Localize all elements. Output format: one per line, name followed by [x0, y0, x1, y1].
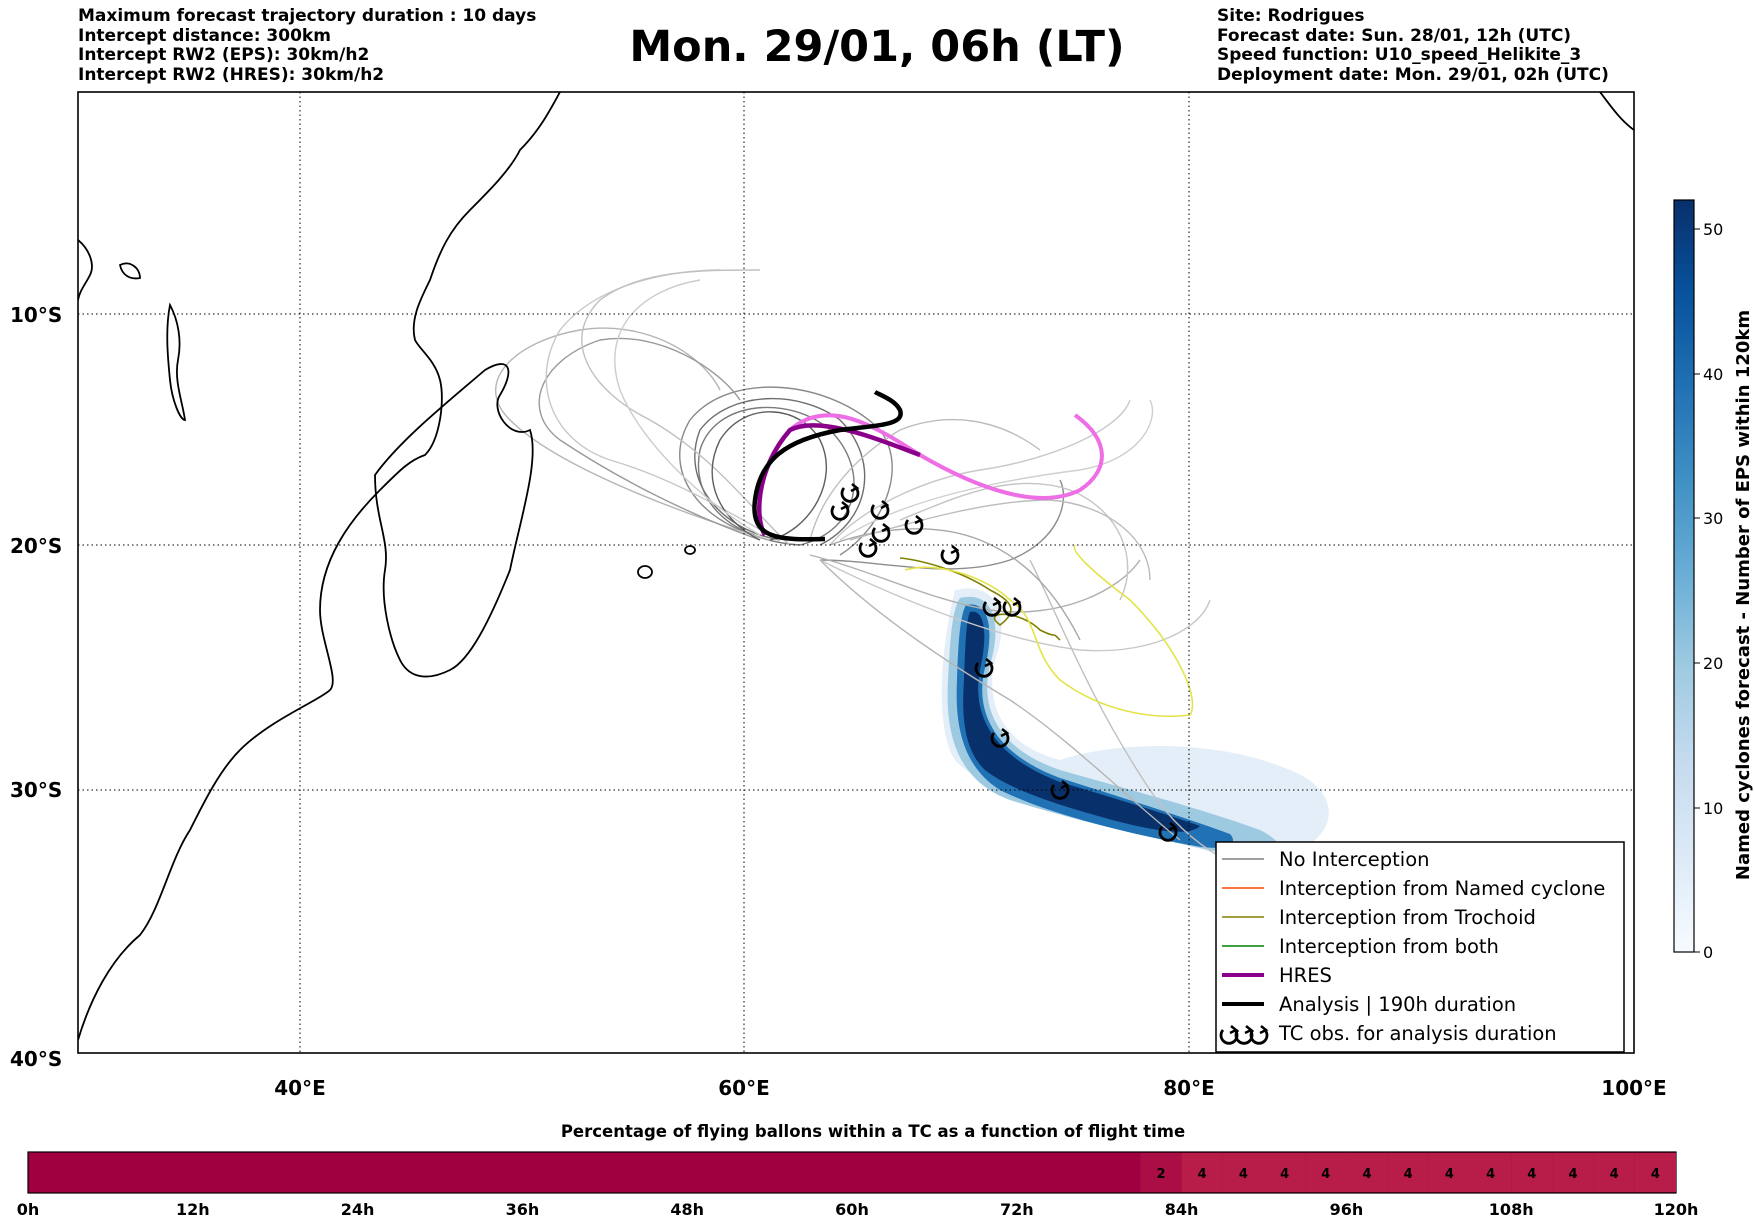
colorbar-label: Named cyclones forecast - Number of EPS … [1733, 310, 1754, 880]
time-bar-tick: 120h [1654, 1200, 1699, 1219]
header-right-line: Forecast date: Sun. 28/01, 12h (UTC) [1217, 25, 1572, 46]
time-bar-cell [1552, 1153, 1594, 1192]
header-left-line: Intercept distance: 300km [78, 25, 331, 46]
lat-label: 40°S [10, 1047, 62, 1071]
time-bar-cell [1181, 1153, 1223, 1192]
legend-label-tc-obs: TC obs. for analysis duration [1278, 1022, 1557, 1045]
time-bar-cell [1387, 1153, 1429, 1192]
time-bar-cell-value: 4 [1198, 1167, 1207, 1182]
density-colorbar: 0 10 20 30 40 50 Named cyclones forecast… [1673, 199, 1754, 962]
time-bar-cell [1222, 1153, 1264, 1192]
header-left-info: Maximum forecast trajectory duration : 1… [78, 6, 537, 85]
legend-label-hres: HRES [1279, 964, 1332, 987]
legend-label-both: Interception from both [1279, 935, 1499, 958]
lon-label: 80°E [1163, 1076, 1215, 1100]
time-bar-cell [1593, 1153, 1635, 1192]
time-bar-tick: 72h [1000, 1200, 1034, 1219]
time-bar-cell [1140, 1153, 1182, 1192]
colorbar-tick: 50 [1703, 220, 1723, 239]
time-bar-tick: 84h [1165, 1200, 1199, 1219]
time-bar-cell-value: 4 [1321, 1167, 1330, 1182]
map-tick-labels: 10°S 20°S 30°S 40°S 40°E 60°E 80°E 100°E [10, 303, 1667, 1100]
header-left-line: Intercept RW2 (EPS): 30km/h2 [78, 45, 370, 65]
time-bar-cell [1470, 1153, 1512, 1192]
time-bar-cell-value: 4 [1362, 1167, 1371, 1182]
time-bar-title: Percentage of flying ballons within a TC… [561, 1122, 1185, 1141]
colorbar-tick: 10 [1703, 799, 1723, 818]
time-bar-tick: 48h [670, 1200, 704, 1219]
legend-label-named-cyclone: Interception from Named cyclone [1279, 877, 1605, 900]
trochoid-interception-trajectories [899, 544, 1194, 718]
lat-label: 10°S [10, 303, 62, 327]
time-bar-tick: 60h [835, 1200, 869, 1219]
map-title: Mon. 29/01, 06h (LT) [629, 22, 1125, 72]
legend-label-trochoid: Interception from Trochoid [1279, 906, 1536, 929]
time-bar-cell-value: 4 [1610, 1167, 1619, 1182]
time-bar-cells: 2 4 4 4 4 4 4 4 4 4 4 4 4 [1140, 1153, 1676, 1192]
lat-label: 30°S [10, 778, 62, 802]
colorbar-tick: 30 [1703, 509, 1723, 528]
time-bar-cell-value: 4 [1486, 1167, 1495, 1182]
time-bar-cell-value: 2 [1156, 1167, 1165, 1182]
time-bar-cell-value: 4 [1404, 1167, 1413, 1182]
header-right-line: Site: Rodrigues [1217, 6, 1365, 26]
legend-label-no-interception: No Interception [1279, 848, 1430, 871]
colorbar-tick: 40 [1703, 365, 1723, 384]
time-bar-cell [1634, 1153, 1676, 1192]
header-right-info: Site: Rodrigues Forecast date: Sun. 28/0… [1217, 6, 1609, 85]
time-bar-cell-value: 4 [1568, 1167, 1577, 1182]
time-bar-cell-value: 4 [1280, 1167, 1289, 1182]
time-bar-cell [1428, 1153, 1470, 1192]
time-bar-cell [1264, 1153, 1306, 1192]
lon-label: 100°E [1601, 1076, 1666, 1100]
eps-trajectories-no-interception [495, 269, 1301, 881]
time-bar-cell [1511, 1153, 1553, 1192]
time-bar-cell-value: 4 [1445, 1167, 1454, 1182]
time-bar-cell-value: 4 [1527, 1167, 1536, 1182]
time-bar-cell [1305, 1153, 1347, 1192]
map-legend: No Interception Interception from Named … [1215, 841, 1625, 1053]
time-bar-tick: 36h [506, 1200, 540, 1219]
header-right-line: Deployment date: Mon. 29/01, 02h (UTC) [1217, 64, 1609, 85]
colorbar-tick: 0 [1703, 943, 1713, 962]
colorbar-tick: 20 [1703, 654, 1723, 673]
hres-trajectory [757, 413, 1104, 537]
time-bar-cell [1346, 1153, 1388, 1192]
time-bar-tick: 0h [17, 1200, 40, 1219]
time-bar-tick: 108h [1489, 1200, 1534, 1219]
flight-time-bar: Percentage of flying ballons within a TC… [17, 1122, 1699, 1219]
header-left-line: Intercept RW2 (HRES): 30km/h2 [78, 64, 385, 85]
map-gridlines [78, 92, 1634, 1053]
time-bar-ticks: 0h 12h 24h 36h 48h 60h 72h 84h 96h 108h 120h [17, 1200, 1699, 1219]
cyclone-density-field [941, 588, 1329, 859]
header-right-line: Speed function: U10_speed_Helikite_3 [1217, 45, 1582, 65]
lat-label: 20°S [10, 534, 62, 558]
legend-label-analysis: Analysis | 190h duration [1279, 993, 1516, 1016]
time-bar-cell-value: 4 [1239, 1167, 1248, 1182]
time-bar-tick: 12h [176, 1200, 210, 1219]
lon-label: 40°E [274, 1076, 326, 1100]
coastlines [78, 92, 1634, 1041]
map-frame [77, 91, 1635, 1054]
analysis-trajectory [752, 390, 903, 542]
lon-label: 60°E [718, 1076, 770, 1100]
time-bar-tick: 24h [341, 1200, 375, 1219]
header-left-line: Maximum forecast trajectory duration : 1… [78, 6, 537, 26]
time-bar-tick: 96h [1330, 1200, 1364, 1219]
time-bar-cell-value: 4 [1651, 1167, 1660, 1182]
